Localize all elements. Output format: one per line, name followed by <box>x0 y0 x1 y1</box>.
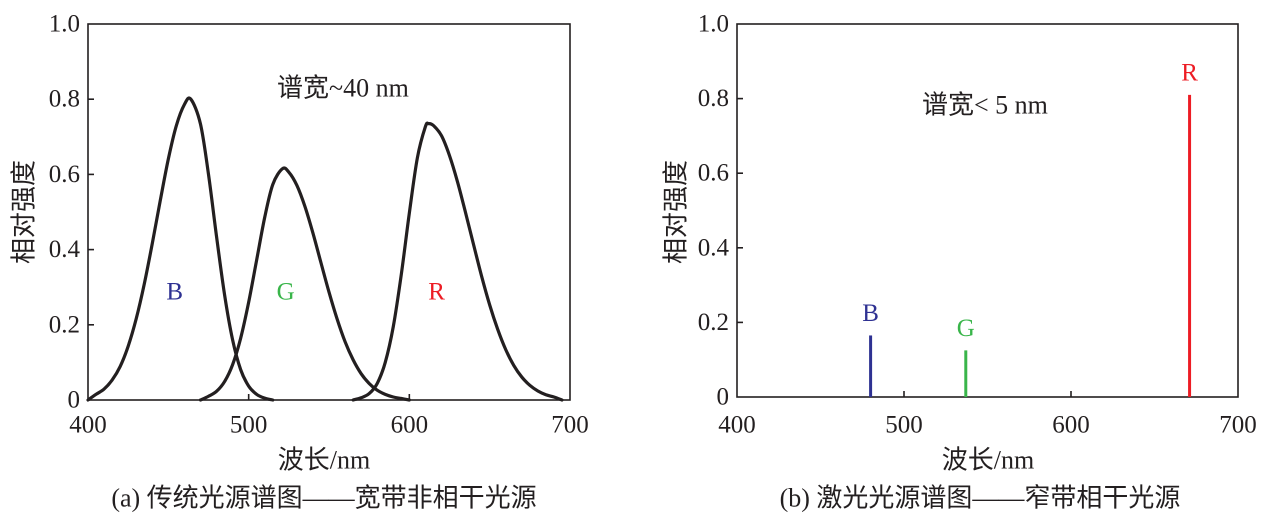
series-label-g: G <box>277 279 295 306</box>
x-tick-label: 600 <box>1052 412 1090 439</box>
y-tick-label: 0.8 <box>49 86 80 113</box>
spectrum-curve-b <box>86 96 275 402</box>
series-label-r: R <box>428 279 445 306</box>
bandwidth-annotation: 谱宽< 5 nm <box>922 91 1048 120</box>
x-tick-label: 400 <box>718 412 756 439</box>
y-tick-label: 0.6 <box>698 160 729 187</box>
plot-frame <box>736 23 1239 398</box>
y-tick-label: 0 <box>717 384 730 411</box>
x-tick-label: 500 <box>230 412 268 439</box>
spectrum-curve-g <box>198 166 411 402</box>
y-axis-label: 相对强度 <box>10 160 39 264</box>
series-label-r: R <box>1181 59 1198 86</box>
x-tick-label: 400 <box>69 412 107 439</box>
y-tick-label: 0.8 <box>698 85 729 112</box>
plot-frame <box>87 23 571 401</box>
y-tick-label: 0.4 <box>49 236 81 263</box>
chart-b-panel: 相对强度 波长/nm (b) 激光光源谱图——窄带相干光源 谱宽< 5 nm 4… <box>662 11 1257 513</box>
y-tick-label: 0.4 <box>698 234 730 261</box>
y-tick-label: 1.0 <box>698 11 729 38</box>
y-axis-label: 相对强度 <box>662 160 691 264</box>
series-label-b: B <box>166 279 183 306</box>
series-label-g: G <box>957 315 975 342</box>
x-tick-label: 700 <box>551 412 589 439</box>
x-axis-label: 波长/nm <box>278 446 370 475</box>
y-tick-label: 0.6 <box>49 161 80 188</box>
spectrum-curve-r <box>351 121 564 402</box>
series-label-b: B <box>862 300 879 327</box>
y-tick-label: 1.0 <box>49 11 80 38</box>
chart-a-panel: 相对强度 波长/nm (a) 传统光源谱图——宽带非相干光源 谱宽~40 nm … <box>10 11 589 513</box>
x-tick-label: 500 <box>885 412 923 439</box>
chart-caption: (b) 激光光源谱图——窄带相干光源 <box>780 484 1181 513</box>
y-tick-label: 0.2 <box>698 309 729 336</box>
x-tick-label: 700 <box>1219 412 1257 439</box>
x-axis-label: 波长/nm <box>942 446 1034 475</box>
x-tick-label: 600 <box>391 412 429 439</box>
chart-caption: (a) 传统光源谱图——宽带非相干光源 <box>111 484 536 513</box>
y-tick-label: 0.2 <box>49 311 80 338</box>
y-tick-label: 0 <box>68 387 81 414</box>
bandwidth-annotation: 谱宽~40 nm <box>277 74 409 103</box>
